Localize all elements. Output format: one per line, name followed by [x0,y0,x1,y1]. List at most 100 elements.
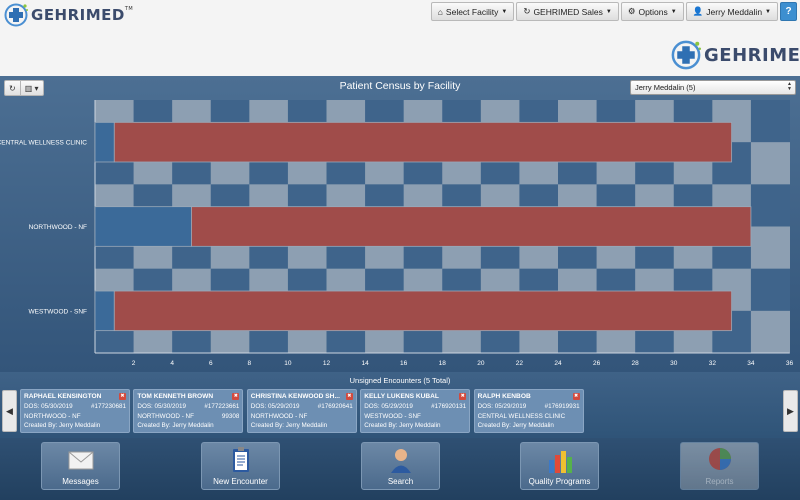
help-button[interactable]: ? [780,2,797,21]
grid-cell [750,310,790,354]
census-chart: CENTRAL WELLNESS CLINIC NORTHWOOD - NF WES… [0,100,793,367]
top-nav: ⌂ Select Facility ▼ ↻ GEHRIMED Sales ▼ ⚙… [430,2,797,21]
bar-chart-icon [548,451,572,473]
close-icon[interactable]: ✖ [119,393,126,400]
top-bar: GEHRIMEDTM ⌂ Select Facility ▼ ↻ GEHRIME… [0,0,800,30]
category-label: WESTWOOD - SNF [29,308,88,315]
encounters-title: Unsigned Encounters (5 Total) [349,376,451,385]
chart-toolbar: ↻ ▥ ▾ [4,80,44,96]
encounter-id: #176920641 [317,402,353,410]
patient-name: RALPH KENBOB [477,393,531,400]
encounter-created-by: Created By: Jerry Meddalin [477,422,554,430]
user-menu-button[interactable]: 👤 Jerry Meddalin ▼ [685,2,778,21]
app-logo[interactable]: GEHRIMEDTM [4,3,133,27]
bar-segment [94,121,115,163]
messages-button[interactable]: Messages [41,442,120,490]
reports-button[interactable]: Reports [680,442,759,490]
encounter-card[interactable]: TOM KENNETH BROWN ✖ DOS: 05/30/2019 #177223… [133,389,244,433]
encounter-card[interactable]: RAPHAEL KENSINGTON ✖ DOS: 05/30/2019 #17723… [20,389,130,433]
grid-cell [750,100,790,143]
bar-segment [94,206,192,247]
envelope-icon [68,451,93,470]
x-tick-label: 20 [477,360,485,367]
grid-cell [750,142,790,185]
unsigned-encounters: Unsigned Encounters (5 Total) ◀ RAPHAEL … [0,372,800,438]
chart-type-button[interactable]: ▥ ▾ [20,80,44,96]
brand-logo-text: GEHRIMEDTM [704,44,800,66]
close-icon[interactable]: ✖ [459,393,467,400]
messages-label: Messages [62,477,99,486]
search-button[interactable]: Search [361,442,440,490]
person-search-icon [390,449,411,473]
bar-segment [191,206,752,247]
caret-down-icon: ▼ [670,8,677,15]
x-tick-label: 2 [132,360,136,367]
bar-chart-icon: ▥ ▾ [24,83,39,93]
grid-cell [750,268,790,312]
encounter-created-by: Created By: Jerry Meddalin [364,422,441,430]
select-facility-button[interactable]: ⌂ Select Facility ▼ [430,2,515,21]
gear-icon: ⚙ [627,6,636,16]
options-button[interactable]: ⚙ Options ▼ [620,2,684,21]
refresh-icon: ↻ [523,6,531,16]
encounter-id: #176920131 [431,402,467,410]
pie-chart-icon [708,448,731,470]
options-label: Options [638,6,668,17]
x-tick-label: 10 [284,360,292,367]
close-icon[interactable]: ✖ [345,393,353,400]
sales-button[interactable]: ↻ GEHRIMED Sales ▼ [516,2,619,21]
encounter-facility: NORTHWOOD - NF [250,412,308,420]
census-chart-panel: CENTRAL WELLNESS CLINIC NORTHWOOD - NF WES… [0,76,800,372]
prev-encounters-button[interactable]: ◀ [2,390,17,432]
gehrimed-logo-icon [671,40,701,70]
x-tick-label: 14 [361,360,369,367]
select-arrows-icon: ▲ ▼ [787,81,792,92]
patient-name: KELLY LUKENS KUBAL [364,393,439,400]
user-icon: 👤 [692,6,704,16]
refresh-icon: ↻ [9,83,16,93]
x-tick-label: 26 [593,360,601,367]
x-tick-label: 32 [709,360,717,367]
caret-down-icon: ▼ [605,8,612,15]
x-tick-label: 6 [209,360,213,367]
patient-name: CHRISTINA KENWOOD SH... [250,393,340,400]
encounter-facility: NORTHWOOD - NF [137,412,194,420]
new-encounter-button[interactable]: New Encounter [201,442,280,490]
chart-title: Patient Census by Facility [339,80,461,92]
encounter-id: #176919931 [544,402,580,410]
encounter-card[interactable]: RALPH KENBOB ✖ DOS: 05/29/2019 #176919931 CE… [473,389,584,433]
close-icon[interactable]: ✖ [572,393,580,400]
new-encounter-label: New Encounter [213,477,268,486]
x-tick-label: 28 [632,360,640,367]
close-icon[interactable]: ✖ [232,393,240,400]
quality-programs-button[interactable]: Quality Programs [520,442,599,490]
caret-down-icon: ▼ [765,8,771,15]
bar-segment [94,290,115,332]
next-encounters-button[interactable]: ▶ [783,390,798,432]
encounter-card[interactable]: KELLY LUKENS KUBAL ✖ DOS: 05/29/2019 #17692… [360,389,471,433]
grid-cell [750,226,790,270]
x-tick-label: 4 [170,360,174,367]
category-label: CENTRAL WELLNESS CLINIC [0,140,87,147]
encounter-id: #177223661 [204,402,240,410]
user-name: Jerry Meddalin [706,6,763,17]
caret-down-icon: ▼ [501,8,508,15]
x-tick-label: 24 [554,360,562,367]
encounter-created-by: Created By: Jerry Meddalin [250,422,328,430]
provider-select[interactable]: Jerry Meddalin (5) ▲ ▼ [630,80,796,95]
sales-label: GEHRIMED Sales [533,6,603,17]
encounter-code: 99308 [221,412,240,420]
encounter-created-by: Created By: Jerry Meddalin [24,422,101,430]
encounter-facility: CENTRAL WELLNESS CLINIC [477,412,566,420]
home-icon: ⌂ [437,6,443,17]
x-tick-label: 18 [439,360,447,367]
arrow-right-icon: ▶ [787,405,794,416]
provider-select-value: Jerry Meddalin (5) [635,83,696,92]
encounter-card[interactable]: CHRISTINA KENWOOD SH... ✖ DOS: 05/29/2019 #… [246,389,357,433]
encounter-dos: DOS: 05/29/2019 [250,402,300,410]
refresh-chart-button[interactable]: ↻ [4,80,21,96]
grid-cell [750,184,790,227]
encounter-dos: DOS: 05/30/2019 [137,402,187,410]
bottom-dock: Messages New Encounter Search Quality Pr… [0,438,800,500]
brand-logo-large: GEHRIMEDTM [671,40,800,70]
